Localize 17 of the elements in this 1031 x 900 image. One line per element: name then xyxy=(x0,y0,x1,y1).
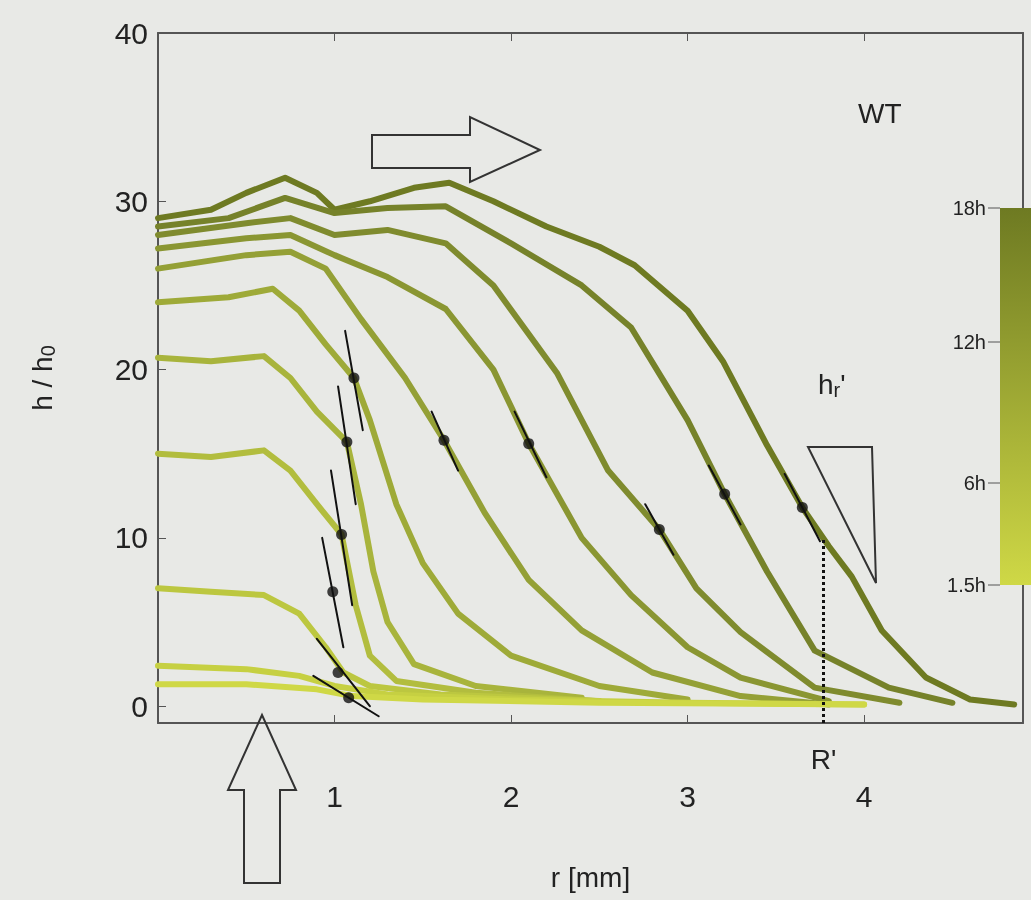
y-tick-label: 10 xyxy=(114,521,148,555)
y-tick-label: 20 xyxy=(114,353,148,387)
y-tick-label: 0 xyxy=(131,689,148,723)
x-tick-label: 1 xyxy=(326,779,343,813)
annotation: 6h xyxy=(963,472,986,494)
ref-line-label: R' xyxy=(810,743,837,775)
x-tick-label: 3 xyxy=(679,779,696,813)
y-axis-title: h / h0 xyxy=(26,345,59,411)
y-tick-label: 40 xyxy=(114,16,148,50)
x-tick-label: 2 xyxy=(502,779,520,813)
annotation: 12h xyxy=(952,331,986,353)
y-tick-label: 30 xyxy=(114,184,148,218)
annotation: 1.5h xyxy=(947,574,986,596)
x-tick-label: 4 xyxy=(855,779,873,813)
annotation: WT xyxy=(858,97,902,129)
annotation: 18h xyxy=(952,197,986,219)
x-axis-title: r [mm] xyxy=(550,861,631,893)
